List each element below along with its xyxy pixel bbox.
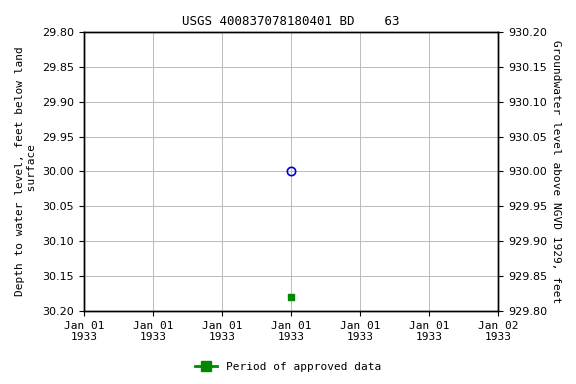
Y-axis label: Groundwater level above NGVD 1929, feet: Groundwater level above NGVD 1929, feet: [551, 40, 561, 303]
Y-axis label: Depth to water level, feet below land
 surface: Depth to water level, feet below land su…: [15, 46, 37, 296]
Title: USGS 400837078180401 BD    63: USGS 400837078180401 BD 63: [183, 15, 400, 28]
Legend: Period of approved data: Period of approved data: [191, 358, 385, 377]
